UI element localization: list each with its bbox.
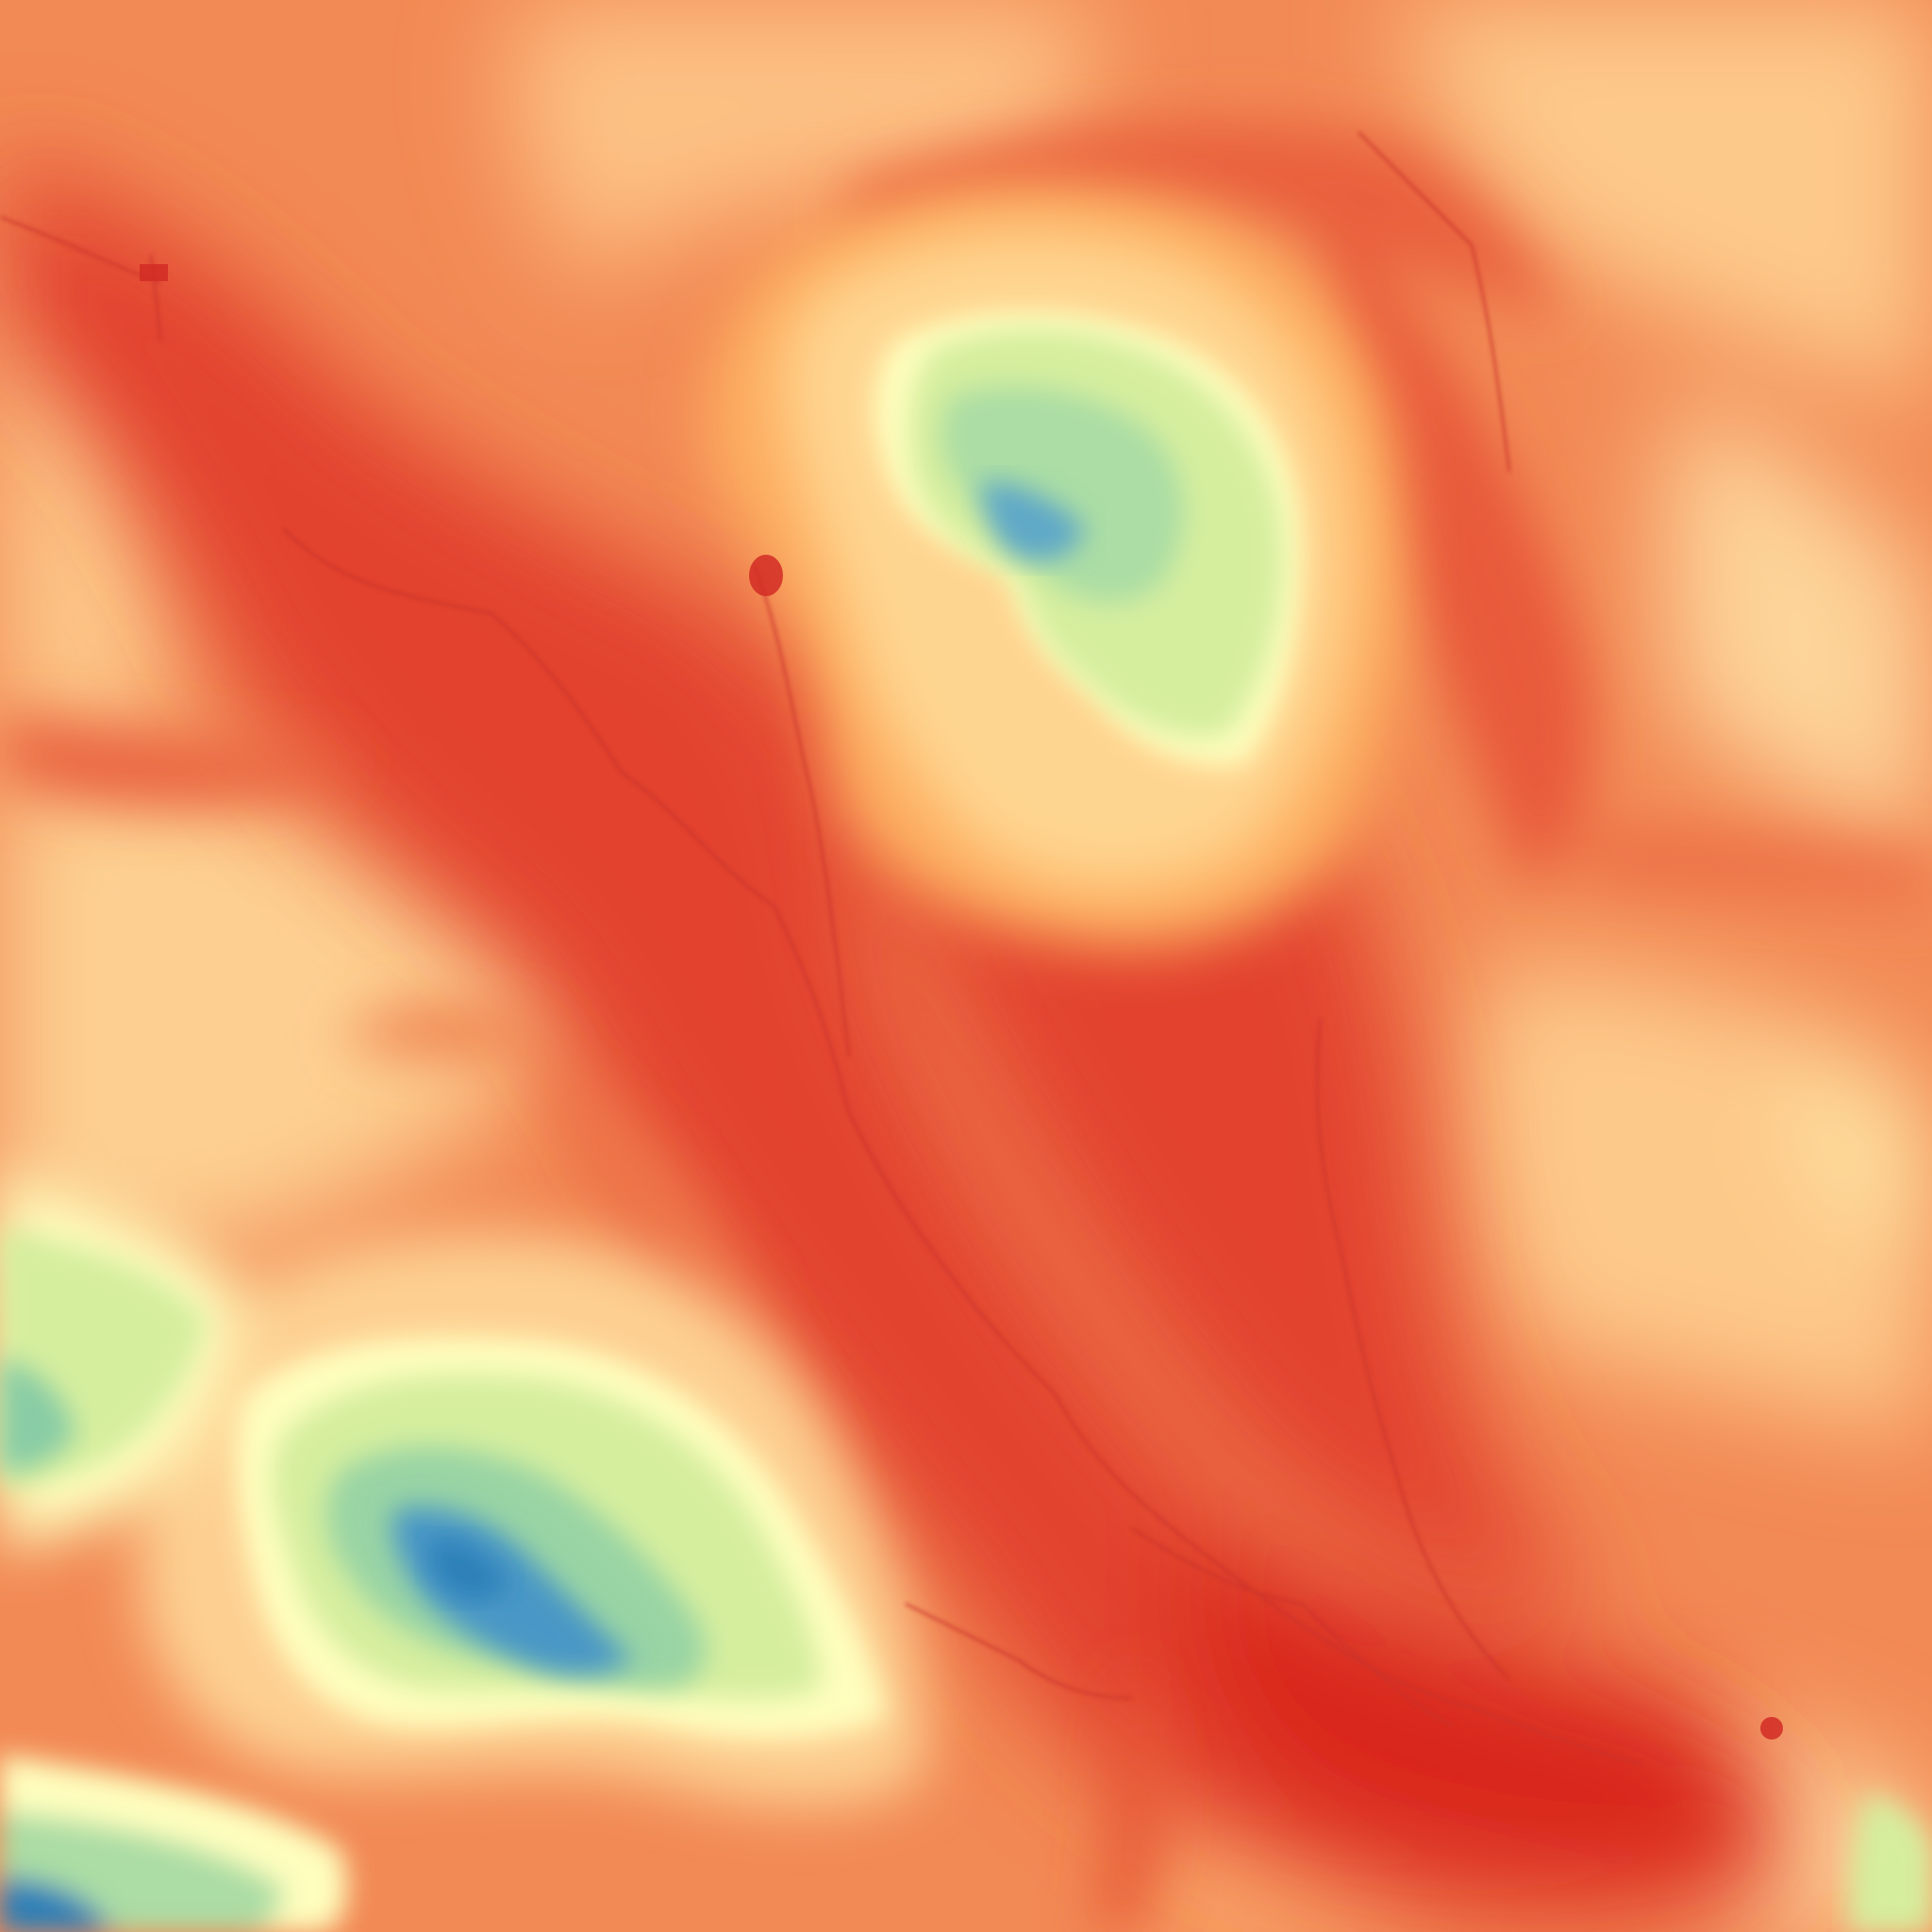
southwest-massif [139, 1234, 926, 1807]
southeast-corner-highland [1849, 1792, 1932, 1932]
north-plateau [706, 185, 1404, 948]
south-edge-highland [0, 1755, 348, 1932]
west-highland [0, 1170, 245, 1547]
stream-channels [0, 130, 1642, 1766]
local-depressions [140, 264, 1783, 1740]
